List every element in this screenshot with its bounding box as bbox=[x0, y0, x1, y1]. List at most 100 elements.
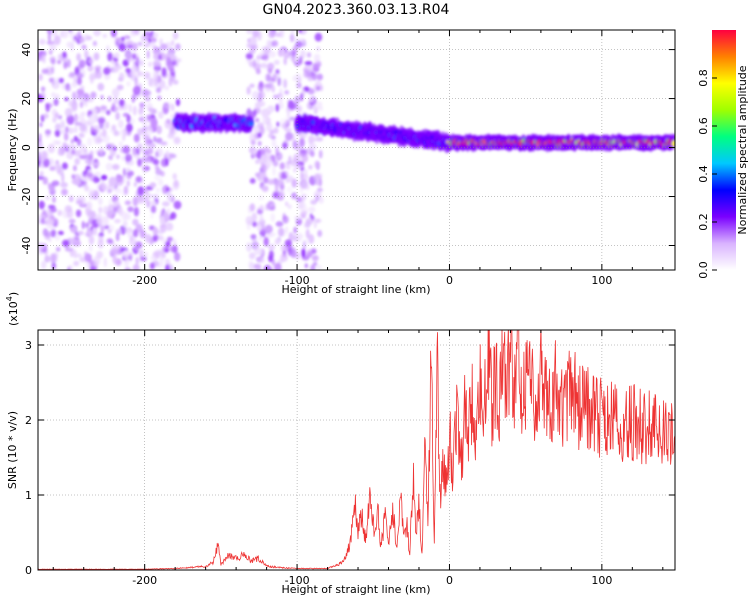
noise-blob-0-718 bbox=[117, 207, 124, 215]
noise-blob-1-354 bbox=[303, 69, 310, 78]
noise-blob-0-31 bbox=[115, 112, 120, 121]
noise-blob-0-640 bbox=[75, 209, 82, 218]
noise-blob-0-660 bbox=[55, 246, 61, 252]
noise-blob-0-567 bbox=[41, 217, 45, 225]
noise-blob-0-518 bbox=[152, 45, 159, 55]
noise-blob-1-297 bbox=[263, 176, 269, 184]
noise-blob-0-607 bbox=[149, 182, 157, 189]
noise-blob-0-702 bbox=[161, 67, 167, 77]
noise-blob-0-680 bbox=[88, 188, 95, 196]
noise-blob-0-759 bbox=[106, 144, 112, 150]
noise-blob-0-687 bbox=[162, 211, 170, 221]
noise-blob-0-795 bbox=[123, 258, 130, 268]
noise-blob-0-449 bbox=[153, 32, 159, 38]
noise-blob-0-73 bbox=[155, 86, 162, 93]
noise-blob-0-648 bbox=[175, 43, 181, 51]
noise-blob-0-317 bbox=[172, 31, 179, 40]
noise-blob-0-814 bbox=[86, 172, 93, 178]
noise-blob-0-661 bbox=[95, 213, 103, 220]
noise-blob-0-731 bbox=[38, 73, 43, 81]
noise-blob-0-595 bbox=[124, 267, 131, 270]
noise-blob-1-17 bbox=[279, 162, 285, 170]
noise-blob-1-99 bbox=[314, 32, 323, 42]
noise-blob-0-594 bbox=[149, 255, 157, 261]
noise-blob-0-613 bbox=[90, 91, 97, 99]
noise-blob-1-431 bbox=[287, 246, 292, 256]
noise-blob-1-253 bbox=[311, 255, 319, 262]
noise-blob-0-495 bbox=[133, 133, 140, 143]
noise-blob-0-793 bbox=[88, 57, 94, 65]
snr-y-axis-label: SNR (10 * v/v) bbox=[6, 411, 19, 489]
noise-blob-0-656 bbox=[68, 236, 77, 244]
noise-blob-0-615 bbox=[132, 85, 141, 96]
noise-blob-0-785 bbox=[100, 179, 105, 186]
noise-blob-0-631 bbox=[55, 167, 60, 172]
noise-blob-0-742 bbox=[123, 249, 129, 260]
noise-blob-0-750 bbox=[46, 217, 55, 225]
noise-blob-1-127 bbox=[279, 88, 283, 97]
noise-blob-0-684 bbox=[54, 234, 61, 241]
noise-blob-1-113 bbox=[267, 179, 275, 185]
noise-blob-0-786 bbox=[89, 73, 95, 78]
noise-blob-0-578 bbox=[64, 247, 73, 252]
colorbar-label: Normalized spectral amplitude bbox=[736, 65, 749, 234]
noise-blob-1-305 bbox=[301, 206, 309, 215]
noise-blob-0-291 bbox=[112, 254, 117, 265]
noise-blob-0-755 bbox=[152, 226, 158, 236]
noise-blob-1-285 bbox=[272, 166, 276, 177]
colorbar-tick-label-0: 0.0 bbox=[697, 261, 710, 279]
noise-blob-0-796 bbox=[81, 44, 87, 50]
noise-blob-1-373 bbox=[280, 253, 288, 262]
noise-blob-0-743 bbox=[87, 210, 93, 220]
noise-blob-0-526 bbox=[74, 240, 82, 247]
noise-blob-0-384 bbox=[173, 200, 182, 210]
noise-blob-1-306 bbox=[245, 215, 254, 225]
noise-blob-0-781 bbox=[57, 148, 62, 156]
noise-blob-0-826 bbox=[45, 129, 52, 135]
noise-blob-1-223 bbox=[297, 232, 302, 242]
noise-blob-0-647 bbox=[73, 113, 78, 123]
noise-blob-0-725 bbox=[164, 101, 172, 109]
noise-blob-0-662 bbox=[113, 129, 119, 137]
noise-blob-1-161 bbox=[271, 258, 275, 266]
noise-blob-1-275 bbox=[262, 51, 269, 57]
spectrogram-grid bbox=[38, 30, 675, 270]
noise-blob-0-703 bbox=[142, 89, 150, 99]
noise-blob-0-459 bbox=[61, 30, 69, 39]
noise-blob-1-404 bbox=[319, 84, 324, 92]
noise-blob-0-555 bbox=[172, 244, 178, 254]
noise-blob-0-172 bbox=[73, 150, 82, 157]
noise-blob-1-344 bbox=[256, 58, 260, 64]
noise-blob-1-88 bbox=[268, 232, 277, 237]
noise-blob-0-747 bbox=[158, 54, 162, 61]
noise-blob-1-427 bbox=[318, 149, 323, 159]
noise-blob-0-494 bbox=[174, 58, 182, 63]
noise-blob-0-658 bbox=[79, 101, 84, 109]
noise-blob-1-371 bbox=[257, 122, 264, 129]
noise-blob-0-534 bbox=[106, 185, 115, 192]
noise-blob-0-767 bbox=[132, 105, 137, 116]
noise-blob-0-752 bbox=[88, 244, 93, 252]
noise-blob-1-403 bbox=[305, 147, 313, 155]
noise-blob-0-251 bbox=[168, 77, 173, 87]
noise-blob-0-319 bbox=[112, 164, 120, 170]
noise-blob-0-350 bbox=[50, 59, 56, 66]
top-xticks-label-2: 0 bbox=[446, 274, 453, 287]
noise-blob-0-744 bbox=[113, 106, 118, 112]
noise-blob-0-470 bbox=[97, 117, 106, 124]
spectrogram-frame bbox=[37, 29, 676, 271]
noise-blob-0-175 bbox=[159, 43, 168, 51]
noise-blob-0-715 bbox=[106, 210, 113, 215]
noise-blob-0-558 bbox=[47, 32, 51, 42]
noise-blob-1-310 bbox=[312, 261, 318, 266]
noise-blob-1-191 bbox=[245, 53, 253, 60]
noise-blob-1-338 bbox=[294, 73, 302, 83]
noise-blob-1-72 bbox=[290, 30, 295, 35]
noise-blob-0-564 bbox=[165, 150, 170, 159]
noise-blob-1-294 bbox=[268, 133, 274, 139]
noise-blob-0-520 bbox=[124, 153, 133, 162]
noise-blob-0-210 bbox=[74, 157, 80, 166]
noise-blob-0-654 bbox=[71, 174, 76, 180]
noise-blob-0-772 bbox=[75, 231, 79, 237]
noise-blob-0-728 bbox=[51, 180, 60, 187]
